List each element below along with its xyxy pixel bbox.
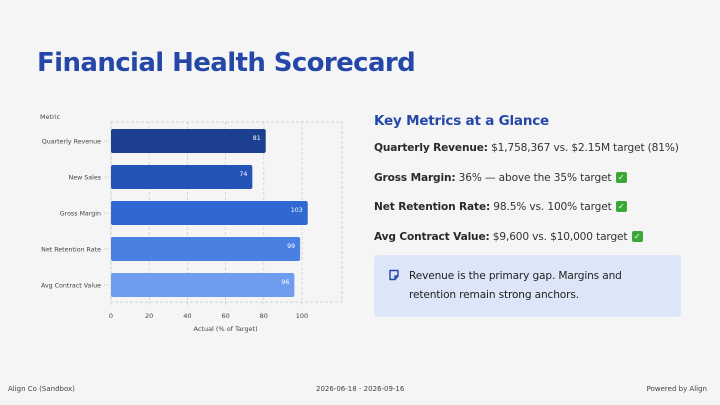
note-icon [389,269,399,281]
y-tick-label: Net Retention Rate [41,247,101,254]
y-tick-label: Gross Margin [60,211,101,218]
x-tick-label: 40 [183,312,191,320]
y-tick-label: Quarterly Revenue [42,139,101,146]
metric-gross-margin: Gross Margin: 36% — above the 35% target… [374,171,684,202]
page-title: Financial Health Scorecard [37,48,416,78]
metric-text: 36% — above the 35% target [455,171,615,184]
footer-powered-by: Powered by Align [646,385,707,393]
x-tick-label: 100 [296,312,308,320]
key-metrics-panel: Key Metrics at a Glance Quarterly Revenu… [374,113,684,260]
y-tick-label: New Sales [69,175,102,182]
check-icon: ✓ [615,171,627,183]
metric-label: Gross Margin: [374,171,456,184]
metric-label: Net Retention Rate: [374,201,491,213]
footer-org: Align Co (Sandbox) [8,385,75,393]
bar-value-label: 81 [253,135,261,142]
x-tick-label: 80 [260,312,268,320]
bar [111,201,308,225]
bar [111,129,266,153]
check-icon: ✓ [615,201,627,212]
y-tick-label: Avg Contract Value [41,283,101,290]
bar-value-label: 99 [287,243,295,250]
footer-date-range: 2026-06-18 - 2026-09-16 [316,385,405,393]
metric-quarterly-revenue: Quarterly Revenue: $1,758,367 vs. $2.15M… [374,142,684,172]
metric-label: Quarterly Revenue: [374,142,488,154]
insight-callout: Revenue is the primary gap. Margins and … [374,255,681,317]
bar-chart: Metric 0 20 40 60 80 100 Actual (% of Target) Qu… [30,108,350,340]
x-tick-label: 20 [145,312,153,320]
metric-text: $1,758,367 vs. $2.15M target (81%) [487,142,679,154]
x-tick-label: 60 [221,312,229,320]
check-icon: ✓ [631,230,643,242]
metric-net-retention: Net Retention Rate: 98.5% vs. 100% targe… [374,201,684,231]
bar [111,237,301,261]
metric-label: Avg Contract Value: [374,230,490,243]
x-tick-label: 0 [109,312,113,320]
metric-avg-contract-value: Avg Contract Value: $9,600 vs. $10,000 t… [374,230,684,261]
bar-value-label: 103 [291,207,303,214]
metric-text: 98.5% vs. 100% target [490,201,615,213]
bar-value-label: 96 [281,279,289,286]
bar-value-label: 74 [239,171,247,178]
bar-chart-svg: Metric 0 20 40 60 80 100 Actual (% of Target) Qu… [40,113,343,333]
callout-text: Revenue is the primary gap. Margins and … [409,270,622,301]
x-axis-label: Actual (% of Target) [194,325,258,333]
panel-title: Key Metrics at a Glance [374,113,550,129]
metric-text: $9,600 vs. $10,000 target [489,230,631,243]
bar [111,165,253,189]
y-axis-label: Metric [40,113,61,121]
bar [111,273,295,297]
